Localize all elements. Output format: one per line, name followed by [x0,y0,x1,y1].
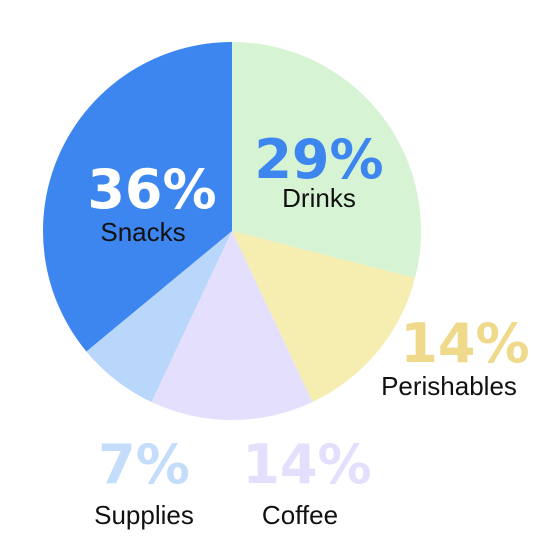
slice-category-label-perishables: Perishables [381,371,517,401]
pie-slice-perishables [232,231,416,403]
slice-value-label-drinks: 29% [254,128,383,191]
slice-value-label-supplies: 7% [98,433,190,496]
slice-category-label-coffee: Coffee [262,500,338,530]
pie-slice-supplies [86,231,233,403]
slice-value-label-perishables: 14% [400,312,529,375]
slice-value-label-coffee: 14% [242,433,371,496]
slice-category-label-supplies: Supplies [94,500,194,530]
pie-slice-coffee [151,231,313,420]
slice-category-label-drinks: Drinks [282,183,356,213]
slice-value-label-snacks: 36% [87,158,216,221]
pie-slices [42,42,421,420]
pie-slice-drinks [232,42,421,279]
pie-slice-snacks [42,42,232,352]
slice-category-label-snacks: Snacks [100,217,185,247]
